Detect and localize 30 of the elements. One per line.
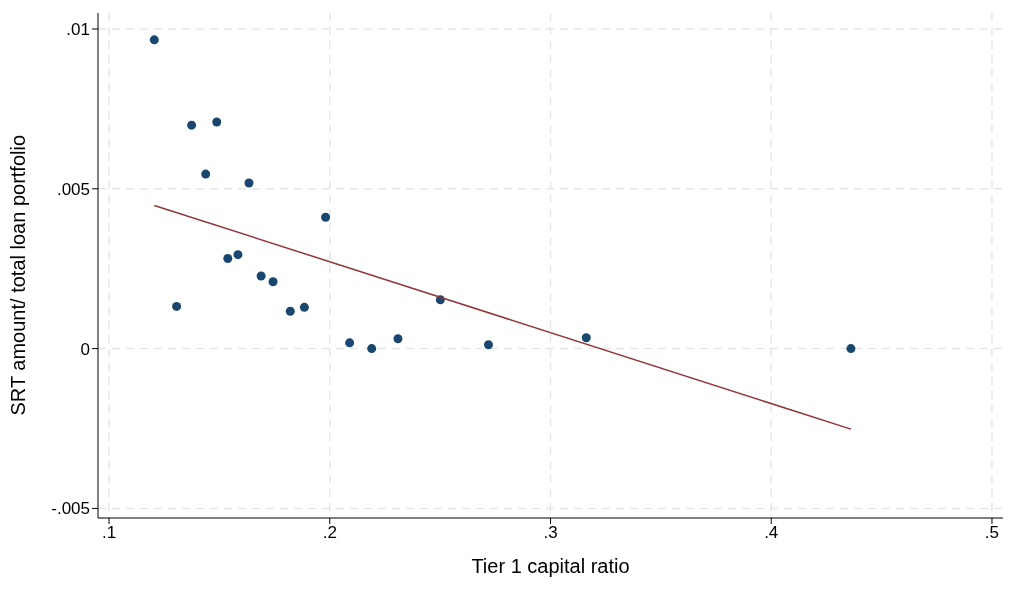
point (244, 178, 254, 188)
point (581, 333, 591, 343)
point (149, 35, 159, 45)
point (172, 301, 182, 311)
y-tick-label: .01 (66, 20, 90, 40)
y-tick-label: .005 (56, 179, 90, 199)
point (299, 302, 309, 312)
point (846, 344, 856, 354)
point (285, 306, 295, 316)
point (393, 334, 403, 344)
point (268, 277, 278, 287)
x-tick-label: .3 (543, 523, 558, 543)
y-tick-label: -.005 (51, 499, 90, 519)
point (201, 169, 211, 179)
y-tick-label: 0 (80, 339, 90, 359)
point (233, 250, 243, 260)
x-tick-label: .4 (764, 523, 779, 543)
point (345, 338, 355, 348)
x-tick-label: .1 (101, 523, 117, 543)
point (212, 117, 222, 127)
point (223, 253, 233, 263)
y-axis-title: SRT amount/ total loan portfolio (7, 134, 30, 416)
x-axis-title: Tier 1 capital ratio (471, 555, 630, 577)
point (367, 344, 377, 354)
point (321, 212, 331, 222)
x-tick-label: .5 (984, 523, 1000, 543)
point (256, 271, 266, 281)
point (187, 120, 197, 130)
x-tick-label: .2 (322, 523, 337, 543)
point (483, 340, 493, 350)
